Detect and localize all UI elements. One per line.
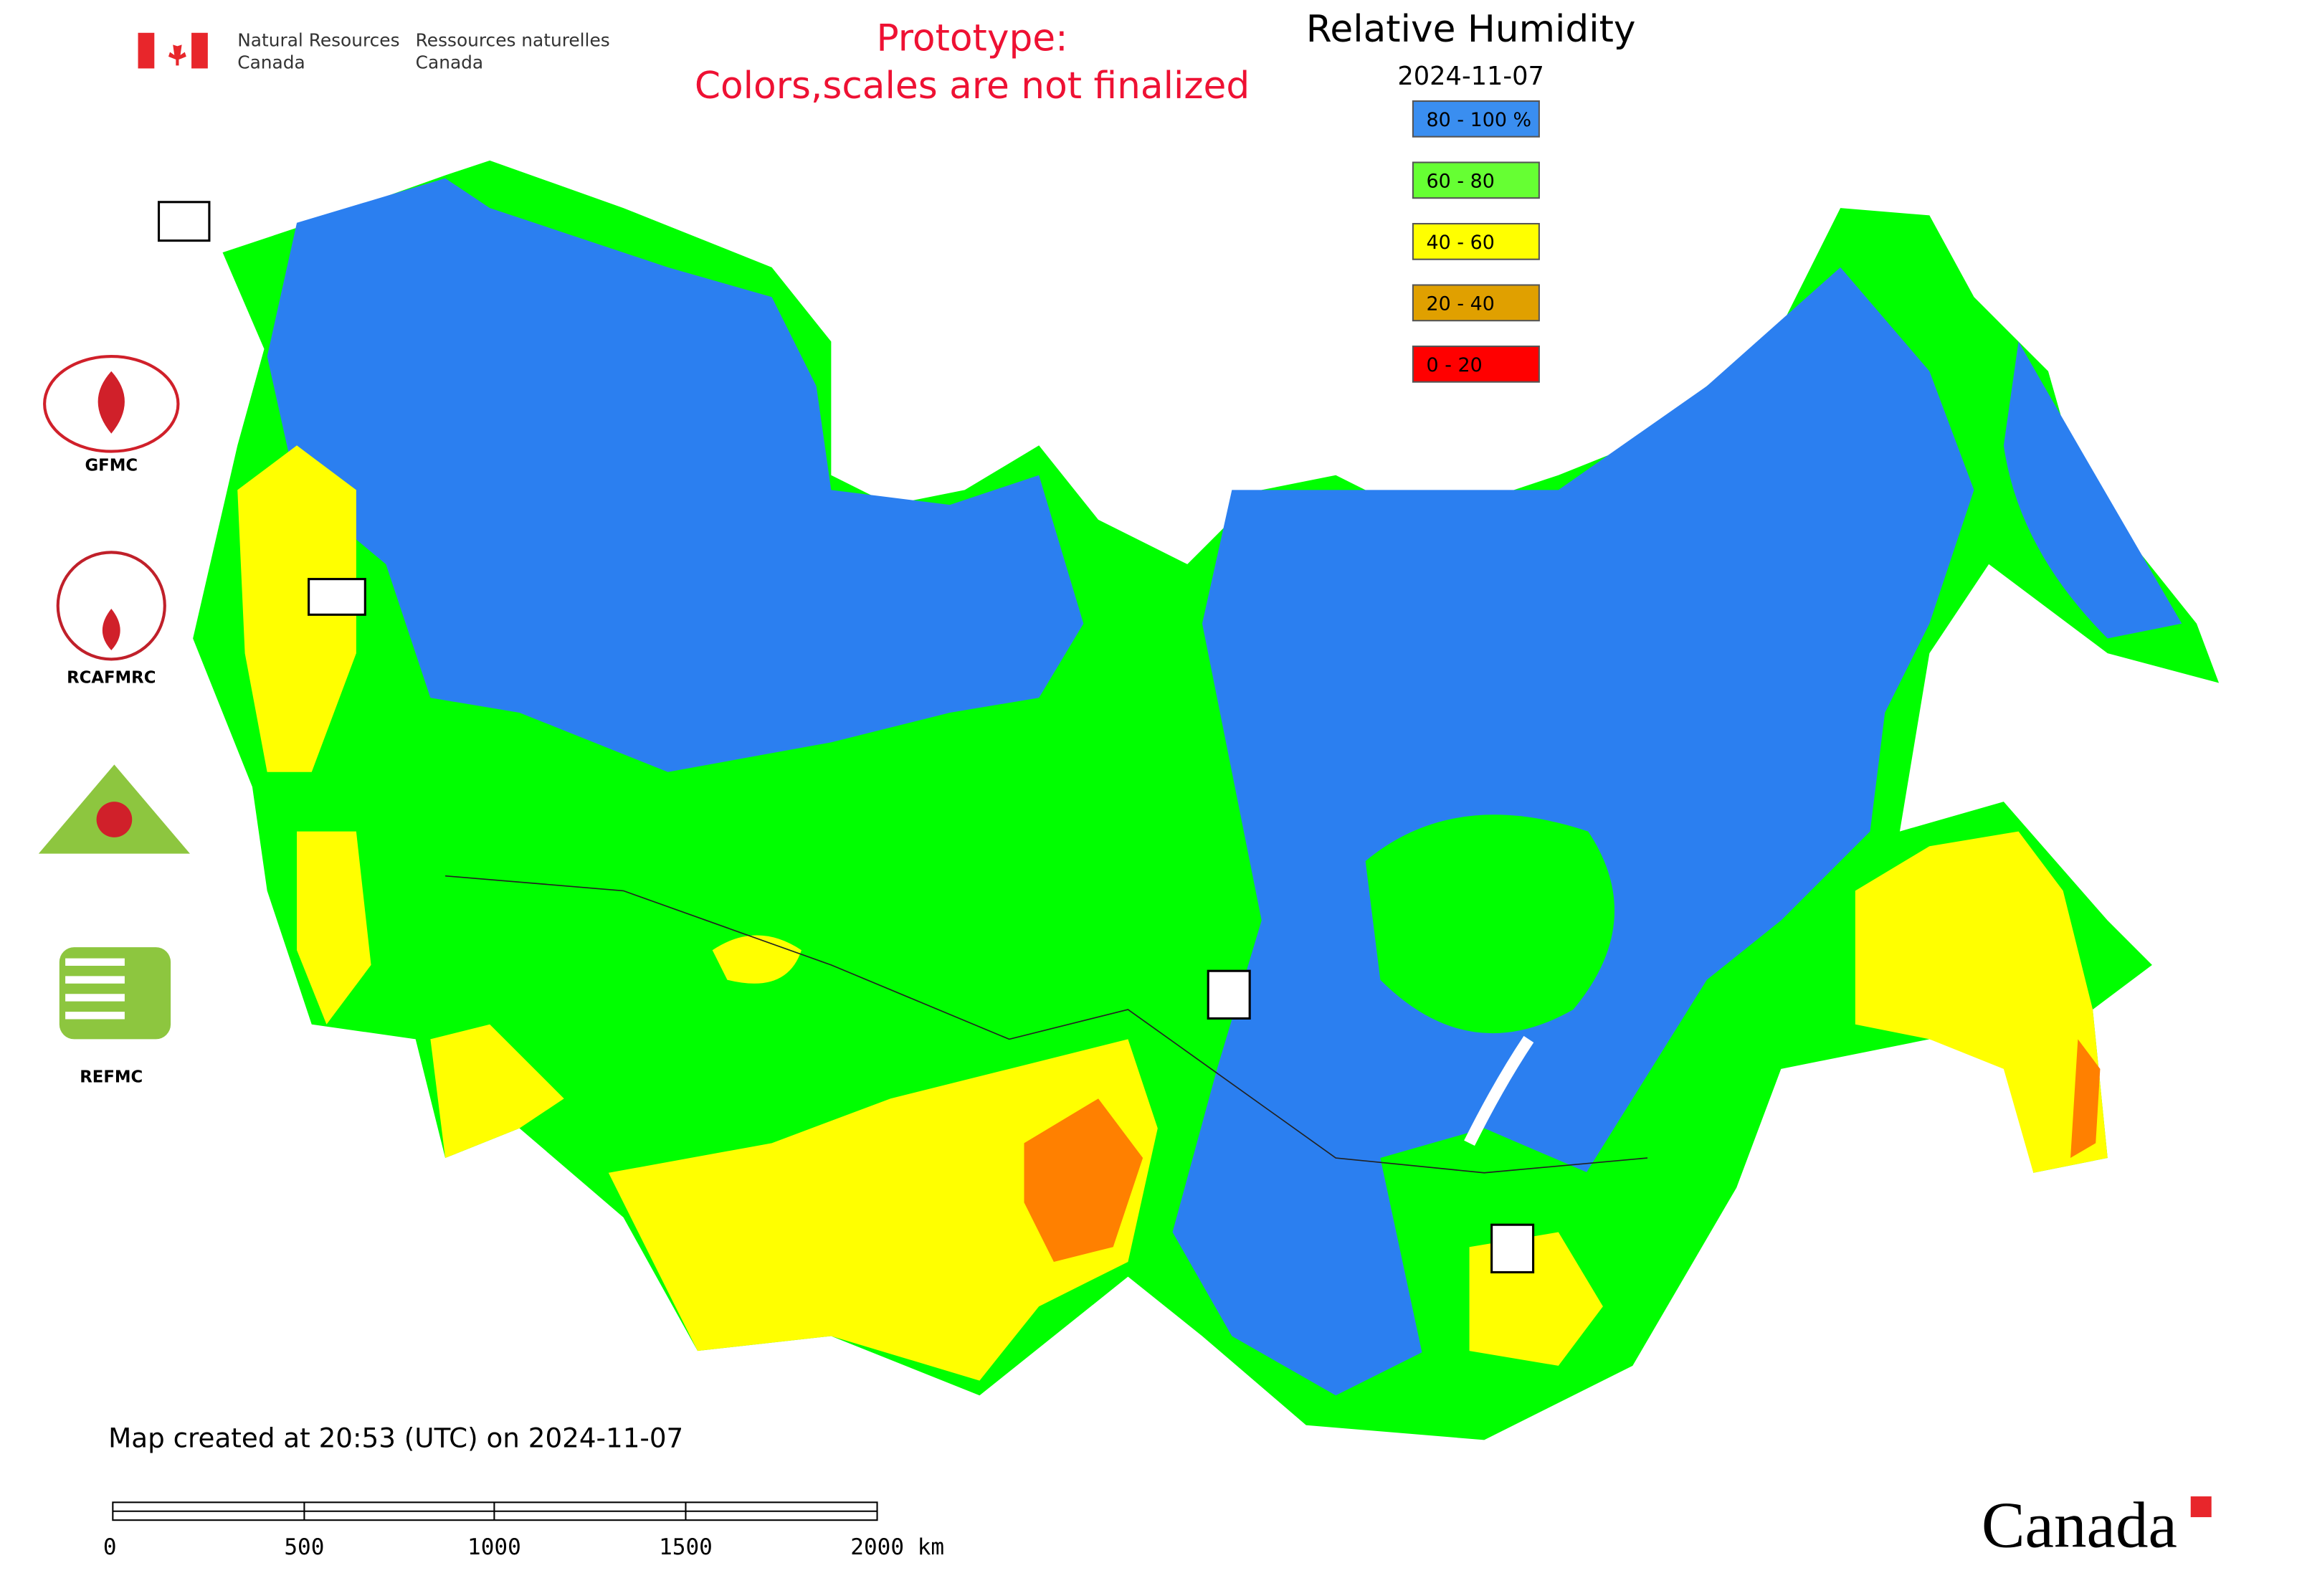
humid-area — [2003, 341, 2182, 639]
gfmc-logo — [97, 371, 125, 434]
site-marker — [157, 201, 211, 242]
legend-label: 0 - 20 — [1427, 354, 1483, 376]
border — [445, 875, 1648, 1174]
legend-swatch — [1412, 284, 1540, 322]
legend-swatch — [1412, 100, 1540, 138]
flag-bar — [191, 32, 208, 69]
legend-label: 20 - 40 — [1427, 293, 1495, 315]
scale-label: 2000 km — [850, 1534, 944, 1560]
legend-label: 80 - 100 % — [1427, 109, 1532, 131]
lake-baikal — [1464, 1035, 1534, 1146]
site-marker — [308, 578, 366, 616]
scale-label: 0 — [103, 1534, 117, 1560]
title: Relative Humidity — [1306, 8, 1636, 51]
very-dry-area — [2070, 1039, 2101, 1159]
reefmc-logo — [96, 802, 133, 837]
map — [193, 160, 2220, 1440]
header-text: Canada — [237, 52, 305, 72]
logo-label: GFMC — [85, 457, 138, 475]
legend-swatch — [1412, 222, 1540, 260]
dry-area — [237, 445, 356, 772]
legend: 80 - 100 % 60 - 80 40 - 60 20 - 40 0 - 20 — [1412, 100, 1540, 383]
canada-wordmark: Canada — [1982, 1488, 2177, 1561]
flag-bar — [138, 32, 155, 69]
site-markers — [157, 201, 1535, 1274]
created-note: Map created at 20:53 (UTC) on 2024-11-07 — [108, 1422, 683, 1454]
nrcan-header: Natural Resources Canada Ressources natu… — [138, 29, 610, 72]
land — [1365, 814, 1615, 1034]
dry-area — [608, 1039, 1158, 1381]
legend-swatch — [1412, 161, 1540, 199]
scale-bar — [112, 1501, 878, 1521]
dry-area — [1855, 831, 2108, 1173]
dry-area — [430, 1024, 564, 1159]
header-text: Natural Resources — [237, 29, 399, 50]
legend-swatch — [1412, 345, 1540, 383]
logo-label: RCAFMRC — [67, 669, 156, 688]
scale-label: 1500 — [659, 1534, 713, 1560]
logos: GFMC RCAFMRC REFMC — [38, 355, 190, 1086]
rcafmrc-logo — [56, 551, 166, 661]
logo-label: REFMC — [80, 1068, 143, 1086]
refmc-logo — [65, 958, 125, 1020]
date: 2024-11-07 — [1397, 62, 1544, 91]
maple-leaf — [168, 37, 186, 66]
dry-area — [297, 831, 371, 1025]
humid-area — [267, 178, 1084, 772]
dry-area — [712, 935, 802, 984]
legend-label: 40 - 60 — [1427, 232, 1495, 254]
scale-label: 1000 — [467, 1534, 521, 1560]
header-text: Ressources naturelles — [416, 29, 610, 50]
site-marker — [1207, 969, 1251, 1020]
header-text: Canada — [416, 52, 483, 72]
site-marker — [1490, 1223, 1535, 1274]
scale-label: 500 — [284, 1534, 324, 1560]
notice: Prototype: — [876, 17, 1067, 60]
wordmark-flag — [2190, 1496, 2212, 1518]
legend-label: 60 - 80 — [1427, 171, 1495, 193]
rcafmrc-logo — [102, 609, 120, 651]
very-dry-area — [1024, 1098, 1143, 1262]
notice: Colors,scales are not finalized — [695, 65, 1250, 108]
